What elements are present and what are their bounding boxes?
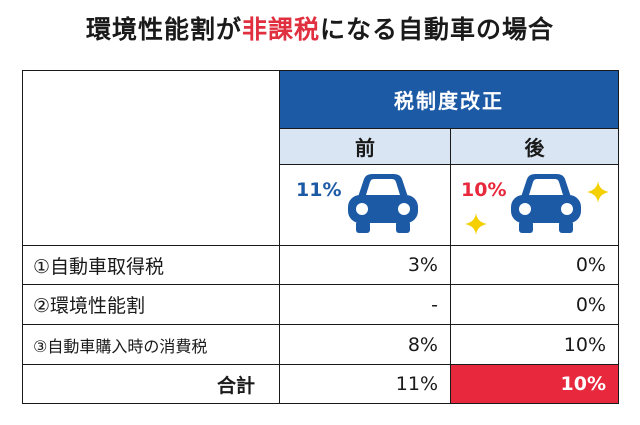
- after-rate: 10%: [461, 179, 507, 201]
- car-icon: [348, 174, 418, 233]
- row-after-value: 0%: [450, 284, 619, 325]
- title-pre: 環境性能割が: [85, 15, 242, 44]
- row-before-value: 3%: [279, 245, 451, 285]
- before-icon-cell: 11%: [279, 164, 451, 246]
- sparkle-icon: [465, 213, 487, 235]
- before-rate: 11%: [296, 179, 342, 201]
- total-before-value: 11%: [279, 364, 451, 404]
- total-after-value: 10%: [450, 364, 619, 404]
- total-label: 合計: [22, 364, 280, 404]
- row-before-value: 8%: [279, 324, 451, 365]
- row-label: ②環境性能割: [22, 284, 280, 325]
- reform-header: 税制度改正: [279, 70, 619, 129]
- empty-header-cell: [22, 70, 280, 246]
- after-icon-cell: 10%: [450, 164, 619, 246]
- row-after-value: 10%: [450, 324, 619, 365]
- row-after-value: 0%: [450, 245, 619, 285]
- before-header: 前: [279, 128, 451, 165]
- row-label: ①自動車取得税: [22, 245, 280, 285]
- title-post: になる自動車の場合: [320, 15, 555, 44]
- sparkle-icon: [587, 181, 609, 203]
- after-header: 後: [450, 128, 619, 165]
- row-before-value: -: [279, 284, 451, 325]
- row-label: ③自動車購入時の消費税: [22, 324, 280, 365]
- car-icon-sparkle: [511, 174, 581, 233]
- page-title: 環境性能割が非課税になる自動車の場合: [0, 10, 640, 46]
- title-highlight: 非課税: [241, 15, 320, 44]
